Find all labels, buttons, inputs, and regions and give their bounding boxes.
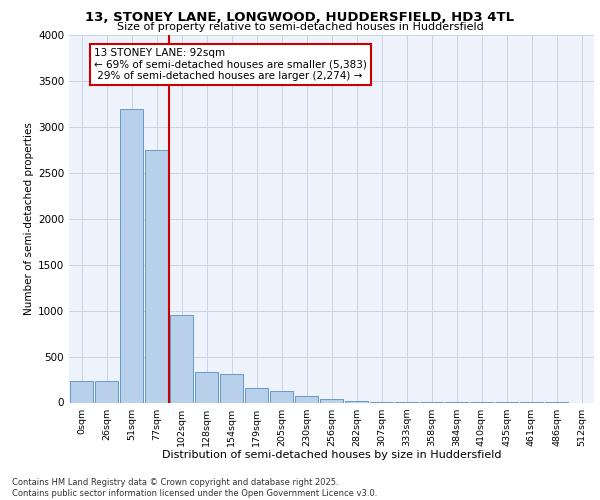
Text: 13, STONEY LANE, LONGWOOD, HUDDERSFIELD, HD3 4TL: 13, STONEY LANE, LONGWOOD, HUDDERSFIELD,…: [85, 11, 515, 24]
Bar: [195, 372, 218, 402]
X-axis label: Distribution of semi-detached houses by size in Huddersfield: Distribution of semi-detached houses by …: [162, 450, 501, 460]
Bar: [95, 382, 118, 402]
Bar: [145, 150, 168, 403]
Bar: [70, 382, 93, 402]
Bar: [295, 396, 318, 402]
Bar: [245, 388, 268, 402]
Bar: [320, 399, 343, 402]
Text: 13 STONEY LANE: 92sqm
← 69% of semi-detached houses are smaller (5,383)
 29% of : 13 STONEY LANE: 92sqm ← 69% of semi-deta…: [94, 48, 367, 81]
Y-axis label: Number of semi-detached properties: Number of semi-detached properties: [24, 122, 34, 315]
Bar: [220, 374, 243, 402]
Bar: [170, 315, 193, 402]
Text: Size of property relative to semi-detached houses in Huddersfield: Size of property relative to semi-detach…: [116, 22, 484, 32]
Bar: [120, 108, 143, 403]
Bar: [270, 392, 293, 402]
Text: Contains HM Land Registry data © Crown copyright and database right 2025.
Contai: Contains HM Land Registry data © Crown c…: [12, 478, 377, 498]
Bar: [345, 401, 368, 402]
